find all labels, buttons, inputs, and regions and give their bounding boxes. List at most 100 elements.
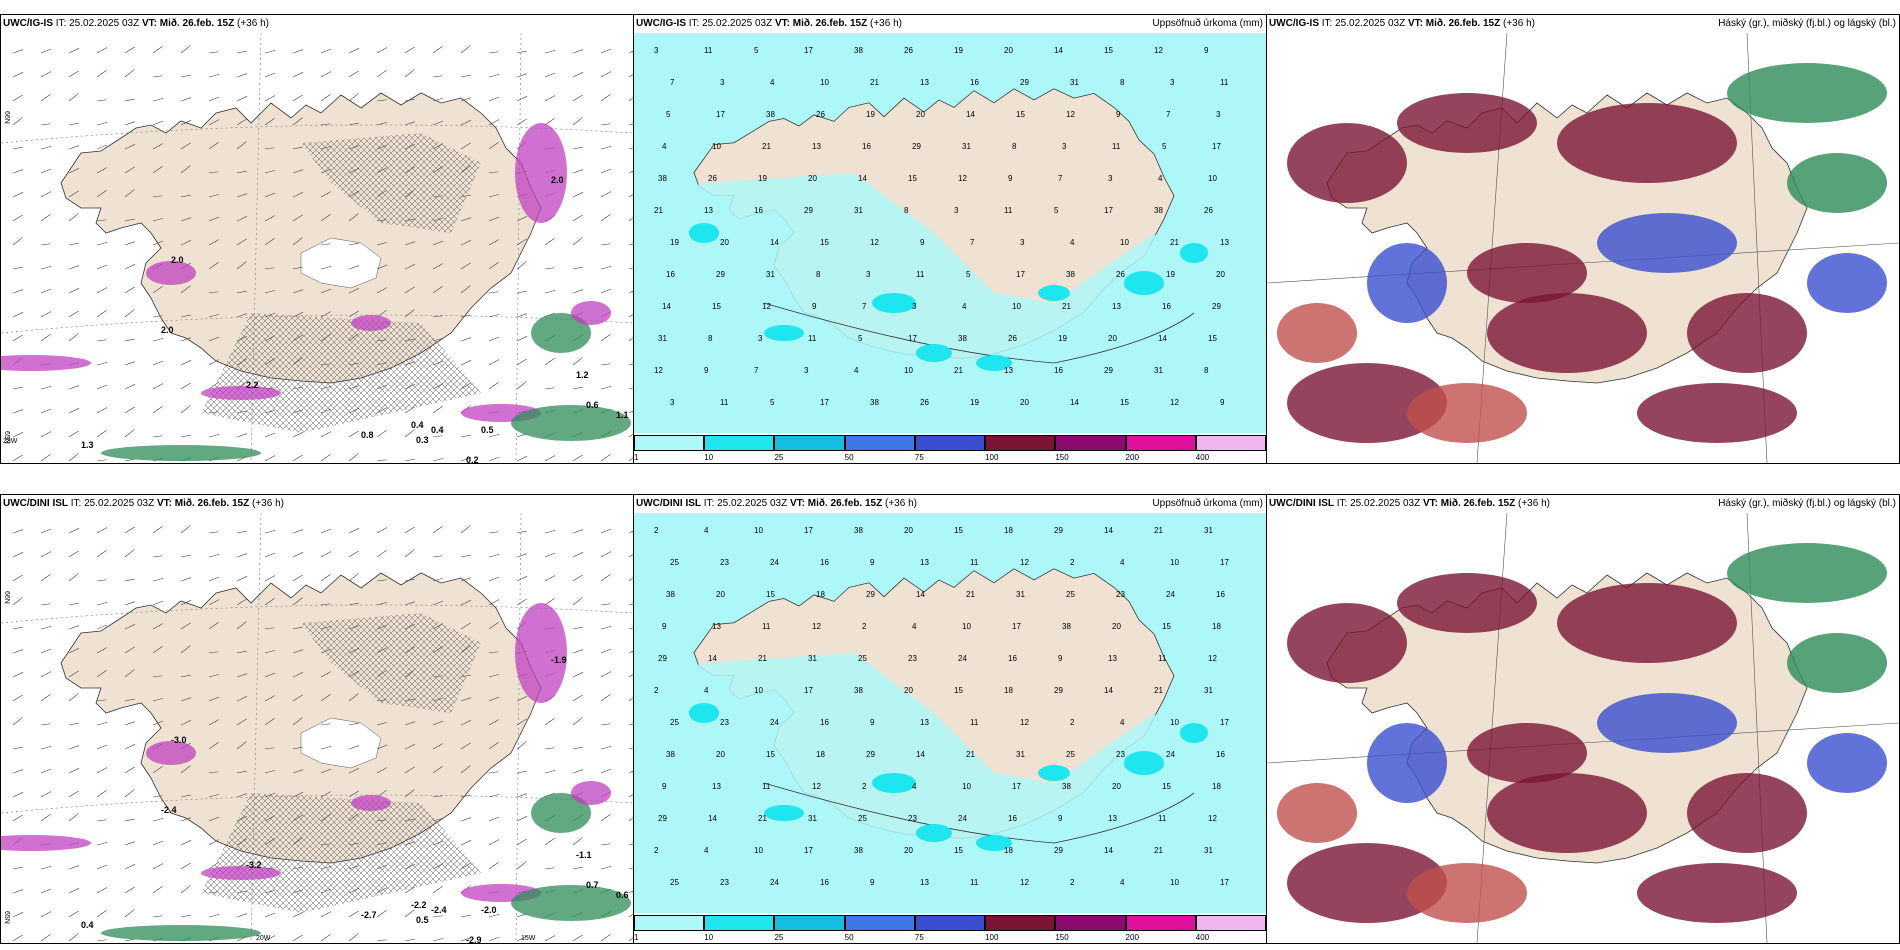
wind-barb <box>152 315 163 318</box>
wind-barb <box>96 407 108 414</box>
colorbar-swatch <box>704 435 775 451</box>
precip-value: 20 <box>916 110 925 119</box>
map-precipitation: 2 4 10 17 38 20 15 18 29 14 21 31 25 23 24 16 9 13 11 12 2 4 1… <box>634 513 1266 913</box>
wind-barb <box>124 601 136 606</box>
precip-cell <box>872 293 916 313</box>
precip-cell <box>689 703 719 723</box>
precip-value: 12 <box>1020 878 1029 887</box>
wind-barb <box>68 528 80 534</box>
colorbar-tick: 10 <box>704 453 714 462</box>
wind-barb <box>572 649 584 654</box>
wind-barb <box>68 168 80 174</box>
wind-barb <box>320 431 332 438</box>
wind-barb <box>152 795 163 798</box>
precip-value: 13 <box>1108 654 1117 663</box>
wind-barb <box>488 359 500 366</box>
precip-cell <box>1038 285 1070 301</box>
panel-subtitle: Háský (gr.), miðský (fj.bl.) og lágský (… <box>1718 498 1896 509</box>
wind-barb <box>208 696 220 702</box>
wind-barb <box>376 549 387 558</box>
wind-barb <box>572 49 584 54</box>
wind-barb <box>264 552 276 558</box>
value-label: 0.3 <box>416 435 429 445</box>
precip-value: 29 <box>658 814 667 823</box>
wind-barb <box>152 435 163 438</box>
value-label: -2.4 <box>161 805 177 815</box>
colorbar-tick: 50 <box>844 453 854 462</box>
precip-value: 12 <box>654 366 663 375</box>
map-precipitation: 3 11 5 17 38 26 19 20 14 15 12 9 7 3 4 10 21 13 16 29 31 8 3 11… <box>634 33 1266 433</box>
wind-barb <box>208 119 220 126</box>
wind-barb <box>320 723 331 726</box>
intensity-blob <box>201 866 281 880</box>
wind-barb <box>600 288 612 294</box>
wind-barb <box>348 453 359 462</box>
wind-barb <box>432 75 443 78</box>
wind-barb <box>264 147 275 150</box>
precip-value: 21 <box>1154 686 1163 695</box>
precip-value: 18 <box>1004 846 1013 855</box>
wind-barb <box>68 573 79 582</box>
precip-value: 7 <box>1166 110 1171 119</box>
wind-barb <box>516 576 528 582</box>
lat-label: 65N <box>3 431 10 444</box>
wind-barb <box>320 528 332 534</box>
wind-barb <box>572 266 583 270</box>
precip-value: 3 <box>954 206 959 215</box>
precip-value: 15 <box>954 526 963 535</box>
precip-value: 29 <box>1054 686 1063 695</box>
colorbar-tick: 100 <box>985 453 999 462</box>
precip-value: 5 <box>1054 206 1059 215</box>
wind-barb <box>264 455 276 462</box>
wind-barb <box>124 669 135 678</box>
wind-barb <box>348 122 359 126</box>
panel-header: UWC/IG-IS IT: 25.02.2025 03Z VT: Mið. 26… <box>3 18 269 29</box>
wind-barb <box>96 122 107 126</box>
cloud-area <box>1367 723 1447 803</box>
wind-barb <box>40 386 51 390</box>
precip-value: 11 <box>704 46 713 55</box>
graticule <box>1 33 633 463</box>
precip-value: 31 <box>1016 750 1025 759</box>
wind-barb <box>236 170 247 174</box>
wind-barb <box>40 71 52 78</box>
precip-value: 38 <box>1062 782 1071 791</box>
wind-barb <box>12 574 23 582</box>
wind-barb <box>208 434 219 438</box>
wind-barb <box>628 603 633 606</box>
precip-value: 11 <box>1220 78 1229 87</box>
wind-barb <box>124 98 135 102</box>
wind-barb <box>544 717 555 726</box>
wind-barb <box>600 843 611 846</box>
wind-barb <box>572 94 583 102</box>
precip-value: 17 <box>804 526 813 535</box>
wind-barb <box>376 287 388 294</box>
precip-cell <box>916 344 952 362</box>
value-label: -2.2 <box>411 900 427 910</box>
wind-barb <box>40 671 52 678</box>
precip-value: 16 <box>820 718 829 727</box>
wind-barb <box>124 578 135 582</box>
wind-barb <box>96 722 107 726</box>
wind-barb <box>180 217 192 222</box>
wind-barb <box>12 117 23 126</box>
wind-barb <box>68 288 80 294</box>
value-label: -2.0 <box>481 905 497 915</box>
wind-barb <box>572 146 583 150</box>
precip-value: 24 <box>958 814 967 823</box>
wind-barb <box>12 146 23 150</box>
wind-barb <box>124 864 136 870</box>
wind-barb <box>124 166 135 174</box>
wind-barb <box>600 123 611 126</box>
precip-value: 4 <box>704 686 709 695</box>
wind-barb <box>264 575 276 582</box>
precip-value: 12 <box>1208 654 1217 663</box>
precip-cell <box>1038 765 1070 781</box>
wind-barb <box>488 434 499 438</box>
wind-barb <box>320 693 331 702</box>
wind-barb <box>460 525 471 534</box>
value-label: 1.2 <box>576 370 589 380</box>
wind-barb <box>628 697 633 702</box>
panel-subtitle: Uppsöfnuð úrkoma (mm) <box>1152 498 1263 509</box>
map-svg <box>1267 513 1899 943</box>
